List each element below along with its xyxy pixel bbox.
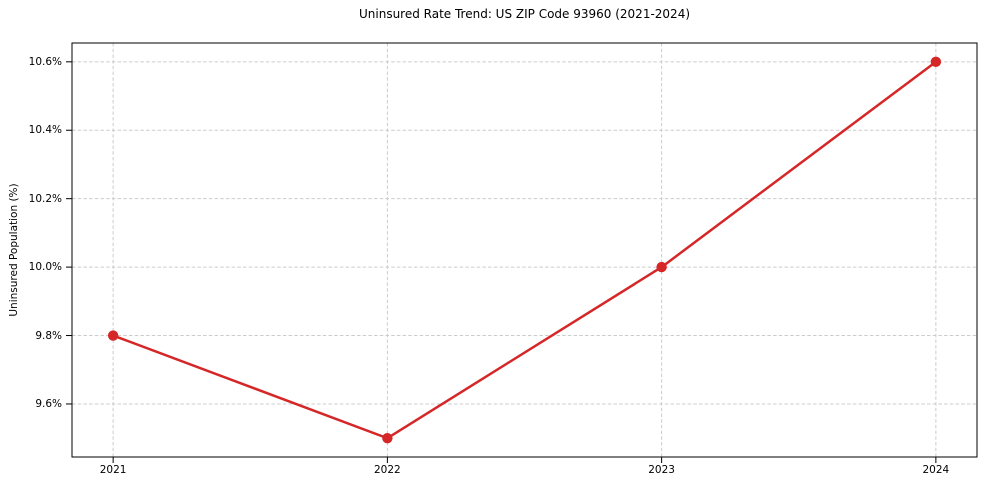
chart-title: Uninsured Rate Trend: US ZIP Code 93960 … — [358, 7, 691, 21]
x-tick-label: 2023 — [648, 464, 675, 476]
plot-border — [71, 42, 978, 458]
data-point-marker — [382, 432, 393, 444]
y-tick-label: 9.6% — [35, 397, 62, 410]
y-tick-label: 10.4% — [28, 124, 62, 137]
y-tick-label: 10.0% — [28, 261, 62, 274]
x-tick-label: 2024 — [922, 464, 950, 476]
y-tick-label: 10.2% — [28, 192, 62, 205]
x-tick-label: 2021 — [99, 464, 127, 476]
data-point-marker — [107, 330, 119, 341]
x-tick-label: 2022 — [374, 464, 401, 476]
y-tick-label: 10.6% — [28, 55, 62, 68]
y-tick-label: 9.8% — [35, 329, 62, 342]
data-point-marker — [930, 56, 942, 68]
data-point-marker — [656, 261, 667, 273]
trend-line — [111, 60, 938, 440]
